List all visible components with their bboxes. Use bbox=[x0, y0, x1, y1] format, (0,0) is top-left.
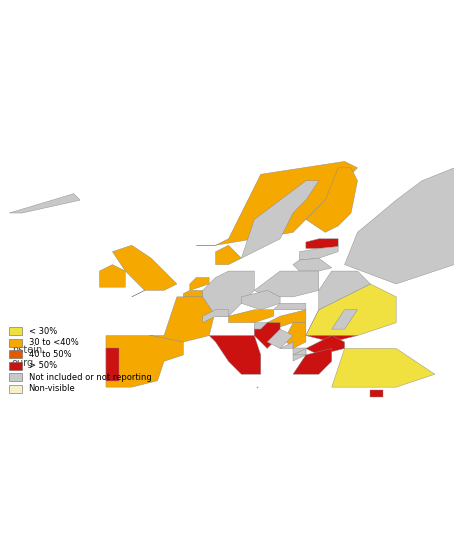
Polygon shape bbox=[254, 322, 267, 329]
Polygon shape bbox=[106, 336, 183, 387]
Polygon shape bbox=[112, 245, 177, 297]
Polygon shape bbox=[293, 349, 306, 361]
Polygon shape bbox=[209, 336, 261, 374]
Polygon shape bbox=[306, 168, 357, 233]
Polygon shape bbox=[293, 349, 306, 355]
Polygon shape bbox=[293, 258, 332, 271]
Legend: < 30%, 30 to <40%, 40 to 50%, > 50%, Not included or not reporting, Non-visible: < 30%, 30 to <40%, 40 to 50%, > 50%, Not… bbox=[7, 324, 154, 396]
Polygon shape bbox=[190, 278, 209, 290]
Polygon shape bbox=[203, 310, 228, 322]
Polygon shape bbox=[306, 239, 338, 249]
Polygon shape bbox=[228, 310, 274, 322]
Polygon shape bbox=[196, 162, 357, 245]
Polygon shape bbox=[183, 290, 203, 297]
Polygon shape bbox=[306, 310, 357, 342]
Polygon shape bbox=[299, 246, 338, 260]
Polygon shape bbox=[280, 322, 306, 349]
Polygon shape bbox=[132, 297, 216, 342]
Polygon shape bbox=[345, 168, 454, 284]
Polygon shape bbox=[100, 265, 125, 287]
Text: ourg: ourg bbox=[12, 358, 34, 368]
Polygon shape bbox=[274, 303, 306, 310]
Polygon shape bbox=[9, 194, 80, 213]
Polygon shape bbox=[332, 349, 435, 387]
Polygon shape bbox=[241, 290, 280, 310]
Polygon shape bbox=[306, 284, 396, 336]
Polygon shape bbox=[203, 271, 254, 316]
Text: nstein: nstein bbox=[12, 345, 42, 355]
Polygon shape bbox=[257, 387, 258, 388]
Polygon shape bbox=[254, 322, 280, 349]
Polygon shape bbox=[280, 342, 293, 349]
Polygon shape bbox=[254, 271, 319, 297]
Polygon shape bbox=[370, 390, 383, 397]
Polygon shape bbox=[306, 336, 345, 355]
Polygon shape bbox=[293, 349, 332, 374]
Polygon shape bbox=[332, 310, 357, 329]
Polygon shape bbox=[216, 245, 241, 265]
Polygon shape bbox=[267, 310, 306, 329]
Polygon shape bbox=[267, 329, 293, 349]
Polygon shape bbox=[106, 349, 119, 381]
Polygon shape bbox=[319, 271, 370, 310]
Polygon shape bbox=[203, 297, 206, 300]
Polygon shape bbox=[241, 181, 319, 258]
